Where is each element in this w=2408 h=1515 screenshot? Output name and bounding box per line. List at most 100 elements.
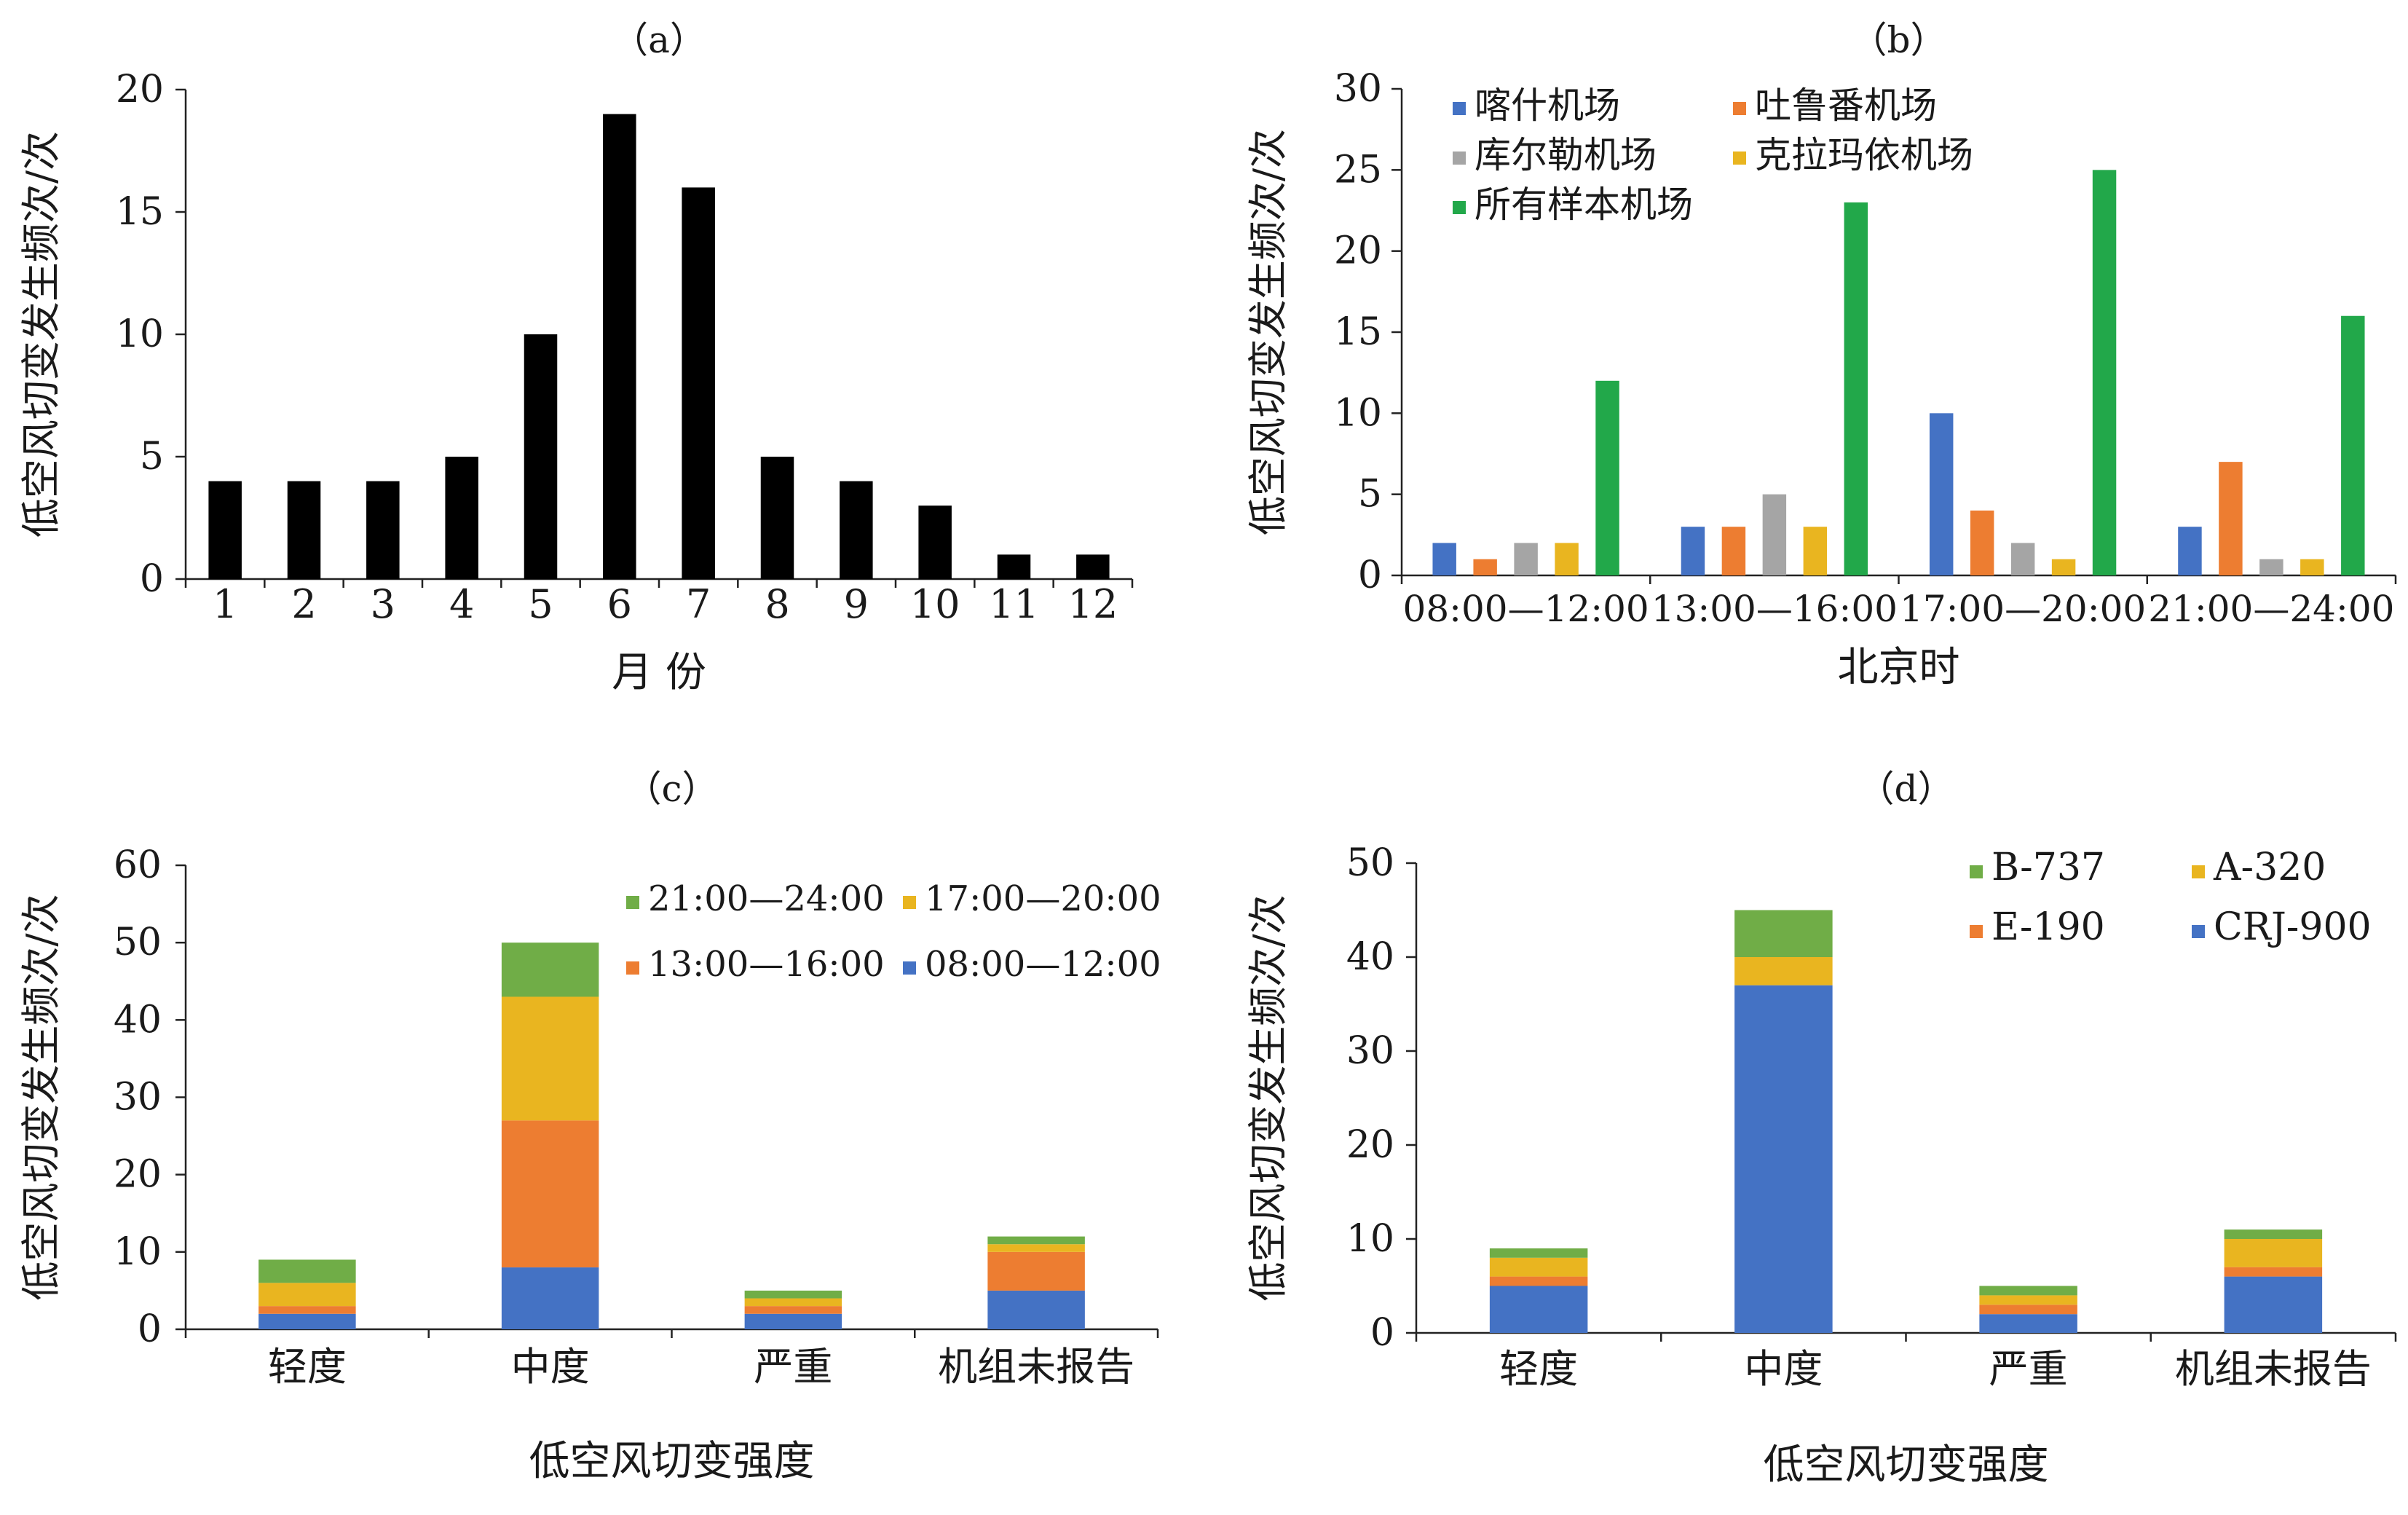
- x-tick-label: 12: [1067, 581, 1118, 627]
- panel-title: （d）: [1858, 768, 1954, 810]
- legend-label: 08:00—12:00: [925, 944, 1161, 985]
- y-tick-label: 20: [1346, 1123, 1394, 1167]
- x-tick-label: 1: [213, 581, 237, 627]
- legend-swatch: [1970, 925, 1983, 938]
- y-tick-label: 0: [140, 557, 164, 601]
- legend-swatch: [1453, 102, 1466, 115]
- x-axis-title: 低空风切变强度: [1764, 1441, 2049, 1489]
- bar-segment: [258, 1283, 356, 1307]
- bar: [682, 187, 715, 579]
- x-tick-label: 10: [910, 581, 960, 627]
- bar: [1432, 543, 1456, 575]
- y-tick-label: 20: [114, 1153, 162, 1197]
- y-tick-label: 30: [1346, 1029, 1394, 1073]
- bar: [2178, 527, 2202, 575]
- legend-label: 所有样本机场: [1475, 184, 1693, 226]
- x-tick-label: 轻度: [1499, 1346, 1578, 1392]
- y-tick-label: 0: [138, 1307, 162, 1351]
- bar-segment: [501, 1120, 599, 1268]
- bar-segment: [1979, 1295, 2077, 1305]
- bar: [2010, 543, 2035, 575]
- bar-segment: [1734, 910, 1833, 957]
- x-tick-label: 21:00—24:00: [2148, 588, 2394, 630]
- panel-title: （a）: [612, 19, 706, 61]
- bar-segment: [744, 1306, 842, 1314]
- legend-label: 13:00—16:00: [648, 944, 885, 985]
- legend-swatch: [1453, 201, 1466, 214]
- y-axis-title: 低空风切变发生频次/次: [1245, 129, 1291, 535]
- legend-swatch: [1970, 865, 1983, 878]
- y-tick-label: 10: [116, 312, 164, 356]
- y-tick-label: 15: [116, 190, 164, 234]
- y-tick-label: 20: [1334, 229, 1382, 273]
- bar-segment: [987, 1251, 1085, 1291]
- bar-segment: [987, 1236, 1085, 1245]
- y-tick-label: 40: [1346, 935, 1394, 979]
- bar-segment: [1979, 1286, 2077, 1296]
- bar: [2300, 559, 2324, 575]
- legend-swatch: [626, 896, 639, 909]
- x-tick-label: 11: [989, 581, 1039, 627]
- bar: [1681, 527, 1705, 575]
- bar-segment: [744, 1313, 842, 1329]
- bar: [2219, 462, 2243, 575]
- bar-segment: [2224, 1276, 2323, 1333]
- y-tick-label: 20: [116, 68, 164, 111]
- y-tick-label: 10: [114, 1230, 162, 1274]
- bar: [1473, 559, 1497, 575]
- x-axis-title: 月 份: [612, 649, 706, 696]
- x-tick-label: 机组未报告: [2175, 1346, 2372, 1392]
- y-tick-label: 5: [1358, 473, 1382, 516]
- x-tick-label: 2: [291, 581, 316, 627]
- bar: [366, 481, 400, 579]
- legend-swatch: [1733, 152, 1746, 165]
- legend-swatch: [2192, 865, 2205, 878]
- x-tick-label: 7: [686, 581, 711, 627]
- y-tick-label: 5: [140, 435, 164, 479]
- bar-segment: [1489, 1286, 1588, 1333]
- bar: [918, 505, 952, 579]
- legend-label: 喀什机场: [1475, 84, 1620, 127]
- x-tick-label: 5: [528, 581, 553, 627]
- bar: [997, 554, 1031, 579]
- bar: [1970, 510, 1994, 575]
- y-tick-label: 0: [1370, 1311, 1394, 1355]
- bar-segment: [1734, 985, 1833, 1333]
- legend-label: B-737: [1991, 846, 2105, 889]
- bar-segment: [501, 943, 599, 997]
- y-tick-label: 30: [114, 1076, 162, 1119]
- legend-label: E-190: [1991, 905, 2105, 949]
- panel-title: （c）: [625, 768, 718, 810]
- legend-label: A-320: [2213, 846, 2326, 889]
- bar: [445, 457, 478, 579]
- y-tick-label: 25: [1334, 148, 1382, 192]
- bar: [1721, 527, 1746, 575]
- bar-segment: [744, 1290, 842, 1299]
- x-tick-label: 3: [371, 581, 395, 627]
- bar-segment: [258, 1259, 356, 1283]
- bar: [603, 114, 636, 580]
- bar-segment: [987, 1244, 1085, 1252]
- bar: [760, 457, 794, 579]
- legend-label: 21:00—24:00: [648, 878, 885, 919]
- legend-swatch: [1453, 152, 1466, 165]
- y-axis-title: 低空风切变发生频次/次: [1245, 894, 1291, 1301]
- bar: [2051, 559, 2076, 575]
- legend-swatch: [903, 961, 916, 975]
- y-tick-label: 50: [1346, 841, 1394, 885]
- y-tick-label: 50: [114, 921, 162, 964]
- x-tick-label: 4: [449, 581, 474, 627]
- bar-segment: [2224, 1229, 2323, 1239]
- bar: [1929, 413, 1954, 575]
- bar-segment: [258, 1306, 356, 1314]
- bar-segment: [1979, 1305, 2077, 1315]
- bar-segment: [744, 1298, 842, 1307]
- bar-segment: [2224, 1267, 2323, 1277]
- bar-segment: [1489, 1248, 1588, 1258]
- bar-segment: [1979, 1314, 2077, 1333]
- x-tick-label: 6: [607, 581, 632, 627]
- bar: [840, 481, 873, 579]
